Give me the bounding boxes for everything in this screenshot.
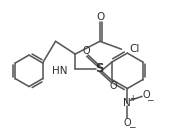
Text: Cl: Cl: [129, 44, 140, 54]
Text: −: −: [127, 122, 135, 131]
Text: O: O: [110, 81, 117, 91]
Text: −: −: [146, 95, 154, 104]
Text: O: O: [97, 12, 105, 22]
Text: O: O: [82, 46, 90, 56]
Text: HN: HN: [52, 66, 67, 76]
Text: O: O: [142, 90, 150, 100]
Text: N: N: [124, 98, 131, 108]
Text: O: O: [124, 118, 131, 128]
Text: +: +: [129, 94, 135, 103]
Text: S: S: [96, 62, 104, 75]
